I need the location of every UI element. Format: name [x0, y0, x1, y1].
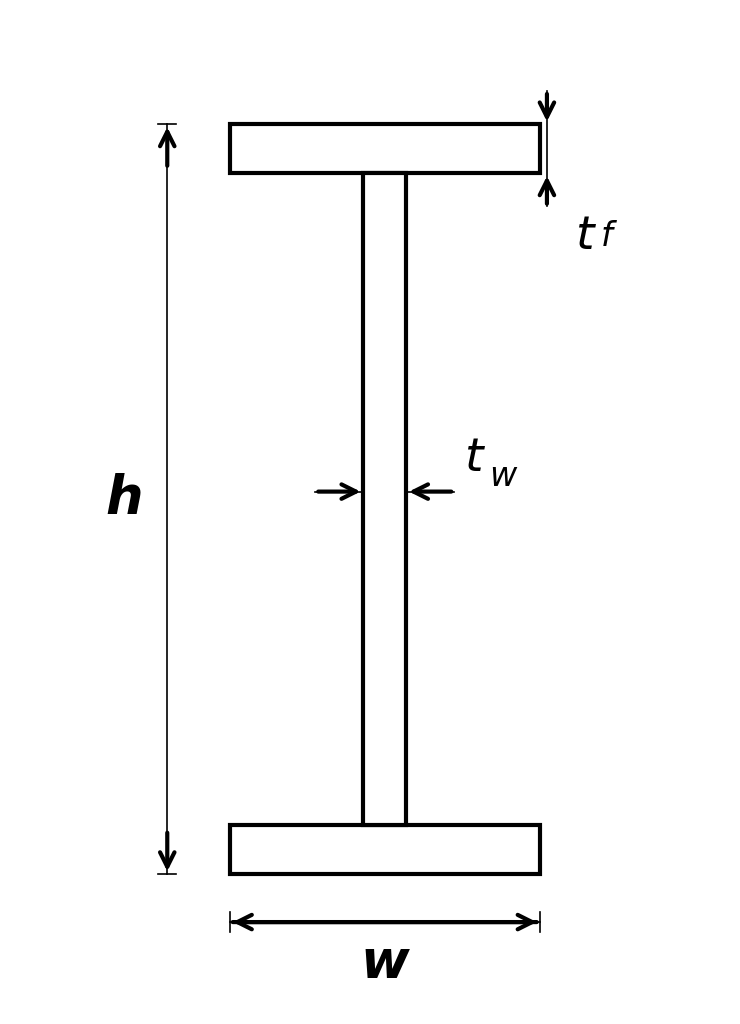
- Bar: [230, 124, 539, 173]
- Text: h: h: [106, 473, 144, 525]
- Bar: [230, 825, 539, 874]
- Text: w: w: [489, 461, 517, 494]
- Text: t: t: [465, 436, 484, 481]
- Text: f: f: [601, 220, 613, 253]
- Bar: [363, 173, 406, 825]
- Text: w: w: [360, 937, 409, 988]
- Text: t: t: [576, 214, 595, 259]
